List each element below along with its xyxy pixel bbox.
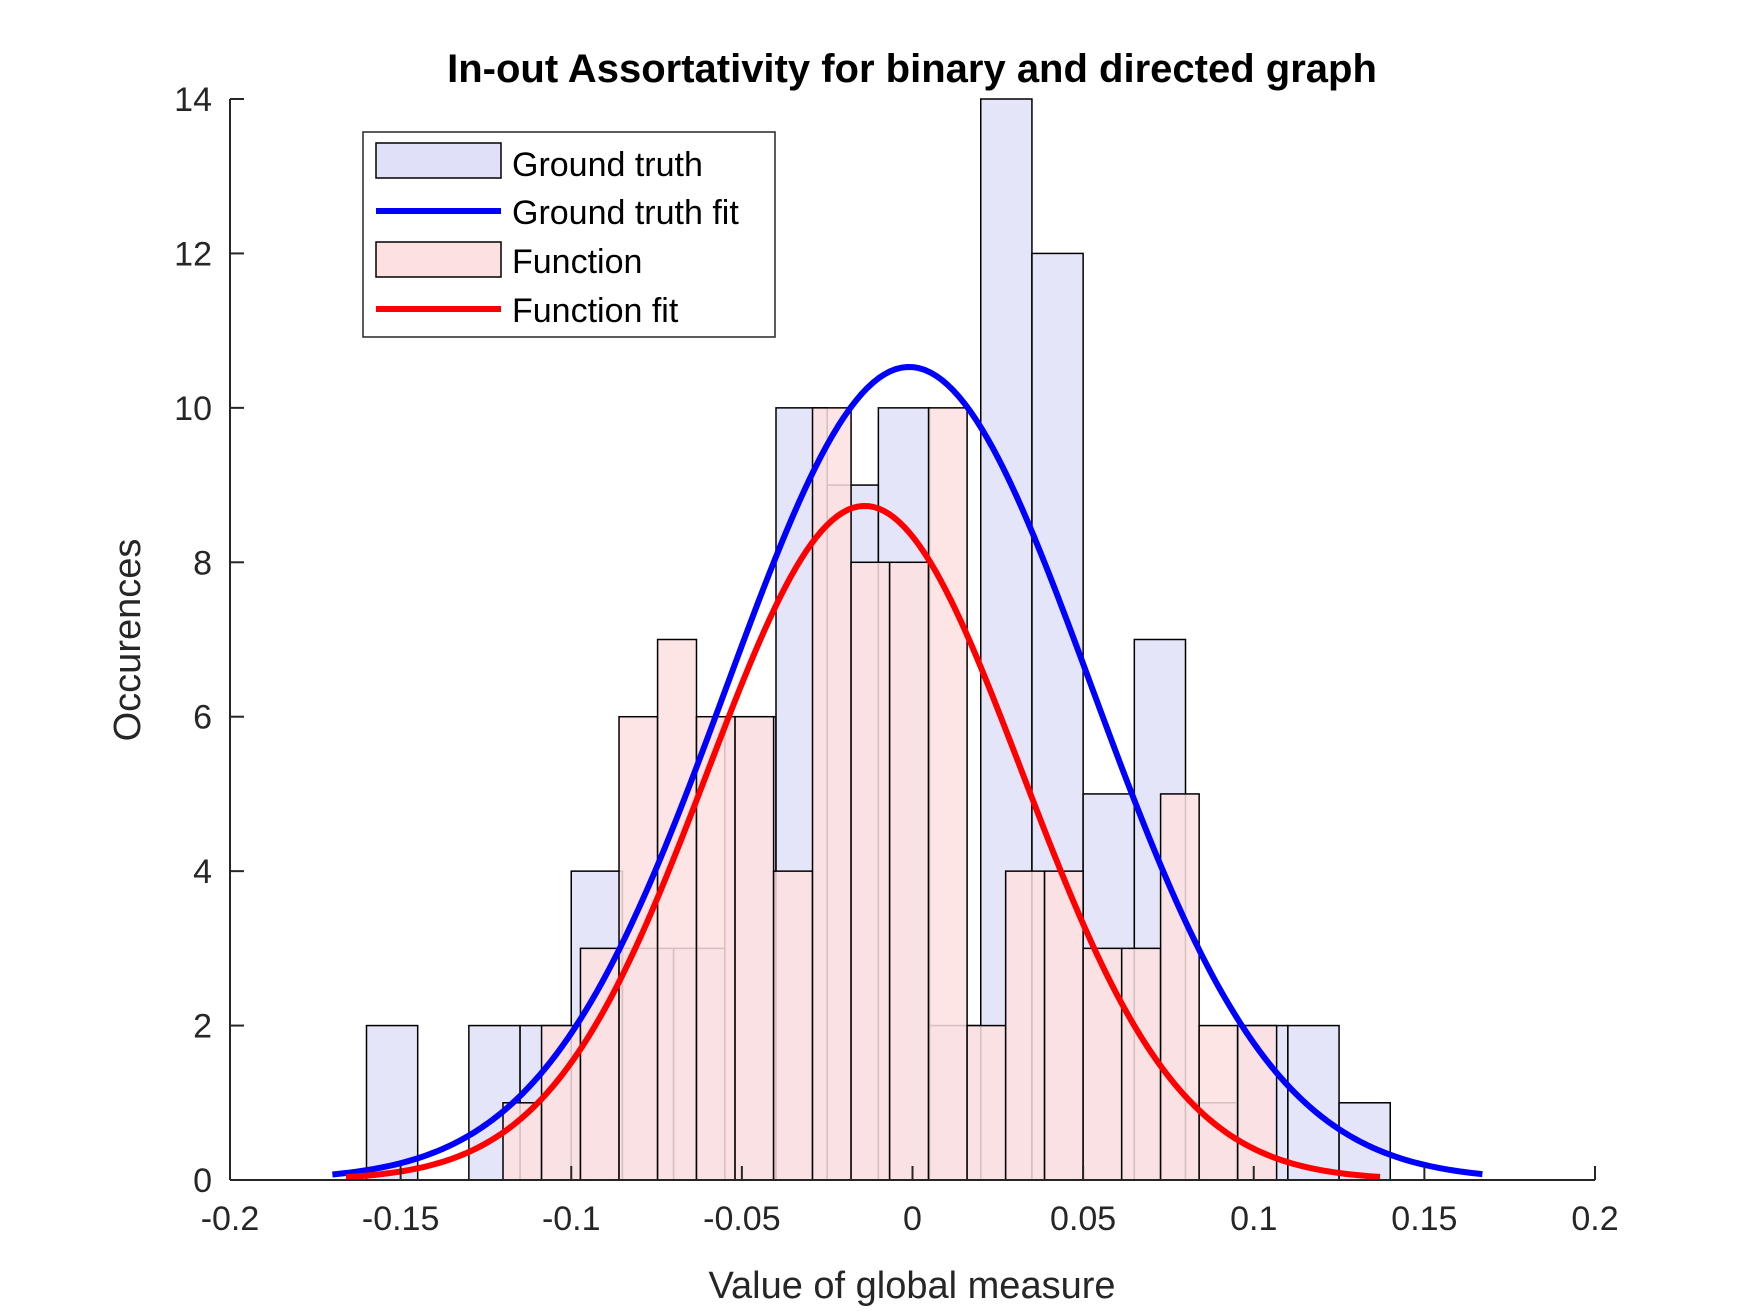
legend-label-ground-truth-fit: Ground truth fit bbox=[512, 194, 739, 232]
legend-label-function: Function bbox=[512, 243, 642, 281]
y-tick-label: 0 bbox=[193, 1162, 212, 1200]
legend: Ground truth Ground truth fit Function F… bbox=[362, 131, 776, 338]
function-bar bbox=[927, 407, 968, 1181]
function-bars bbox=[502, 407, 1278, 1181]
function-bar bbox=[1120, 947, 1162, 1181]
function-bar bbox=[1159, 793, 1200, 1181]
y-tick-label: 4 bbox=[193, 853, 212, 891]
fit-curves bbox=[332, 363, 1483, 1181]
function-bar bbox=[850, 561, 891, 1181]
chart-title: In-out Assortativity for binary and dire… bbox=[447, 47, 1377, 91]
x-tick-label: 0.1 bbox=[1230, 1200, 1277, 1238]
ground-truth-bar bbox=[365, 1024, 419, 1181]
y-tick-label: 12 bbox=[174, 235, 212, 273]
x-tick-label: -0.05 bbox=[703, 1200, 781, 1238]
x-tick-label: -0.15 bbox=[362, 1200, 440, 1238]
y-axis-label: Occurences bbox=[107, 539, 149, 742]
y-tick-label: 6 bbox=[193, 699, 212, 737]
x-tick-label: 0.2 bbox=[1571, 1200, 1618, 1238]
x-tick-label: -0.1 bbox=[542, 1200, 601, 1238]
function-bar bbox=[734, 715, 775, 1181]
x-tick-label: -0.2 bbox=[201, 1200, 260, 1238]
legend-label-function-fit: Function fit bbox=[512, 292, 679, 330]
y-tick-label: 8 bbox=[193, 544, 212, 582]
ground-truth-fit-line bbox=[332, 363, 1483, 1178]
function-bar bbox=[966, 1024, 1007, 1181]
y-ticks: 0 2 4 6 8 10 12 14 bbox=[174, 81, 244, 1200]
x-ticks: -0.2 -0.15 -0.1 -0.05 0 0.05 0.1 0.15 0.2 bbox=[201, 1166, 1619, 1238]
y-tick-label: 10 bbox=[174, 390, 212, 428]
function-bar bbox=[772, 870, 814, 1181]
y-tick-label: 2 bbox=[193, 1008, 212, 1046]
function-bar bbox=[1004, 870, 1046, 1181]
x-tick-label: 0.05 bbox=[1050, 1200, 1116, 1238]
function-fit-line bbox=[345, 502, 1381, 1181]
x-tick-label: 0 bbox=[903, 1200, 922, 1238]
function-bar bbox=[888, 561, 930, 1181]
function-bar bbox=[1082, 947, 1123, 1181]
function-bar bbox=[1198, 1024, 1239, 1181]
legend-swatch-function bbox=[375, 241, 502, 278]
x-tick-label: 0.15 bbox=[1391, 1200, 1457, 1238]
ground-truth-bar bbox=[1287, 1024, 1340, 1181]
legend-swatch-ground-truth bbox=[375, 142, 502, 179]
x-axis-label: Value of global measure bbox=[709, 1265, 1116, 1307]
function-bar bbox=[656, 638, 698, 1181]
legend-label-ground-truth: Ground truth bbox=[512, 146, 703, 184]
y-tick-label: 14 bbox=[174, 81, 212, 119]
